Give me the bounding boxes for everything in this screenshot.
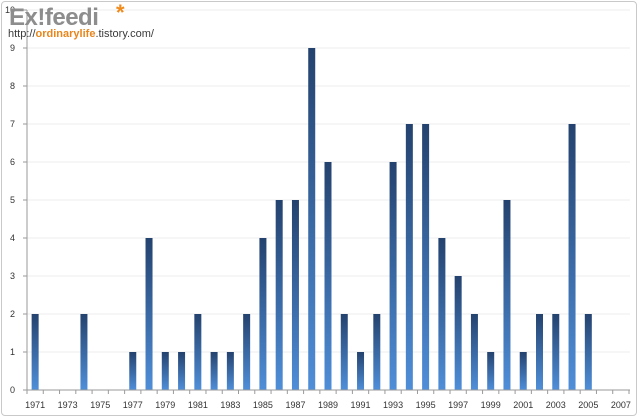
bar-1990 (340, 314, 348, 390)
bar-1982 (210, 352, 218, 390)
bar-2001 (519, 352, 527, 390)
bar-1995 (422, 124, 430, 390)
x-tick-label: 1977 (123, 400, 143, 410)
y-tick-label: 0 (10, 385, 15, 395)
bar-1997 (454, 276, 462, 390)
x-tick-label: 1979 (155, 400, 175, 410)
bar-2000 (503, 200, 511, 390)
bar-1980 (178, 352, 186, 390)
logo-star-icon: * (116, 0, 125, 25)
y-tick-label: 2 (10, 309, 15, 319)
y-tick-labels: 0 1 2 3 4 5 6 7 8 9 10 (5, 5, 15, 395)
x-tick-label: 1995 (416, 400, 436, 410)
bar-2002 (536, 314, 544, 390)
bar-1987 (291, 200, 299, 390)
grid-lines (27, 9, 630, 353)
x-tick-label: 1981 (188, 400, 208, 410)
y-tick-label: 6 (10, 157, 15, 167)
url-highlight: ordinarylife (35, 28, 96, 40)
x-tick-label: 1993 (383, 400, 403, 410)
bar-1978 (145, 238, 153, 390)
y-tick-label: 3 (10, 271, 15, 281)
y-tick-label: 8 (10, 81, 15, 91)
bar-1996 (438, 238, 446, 390)
y-tick-label: 1 (10, 347, 15, 357)
bar-1998 (470, 314, 478, 390)
x-tick-label: 1989 (318, 400, 338, 410)
x-tick-label: 2001 (513, 400, 533, 410)
y-tick-label: 9 (10, 43, 15, 53)
y-tick-label: 5 (10, 195, 15, 205)
x-tick-label: 1971 (25, 400, 45, 410)
x-tick-label: 1991 (351, 400, 371, 410)
y-tick-label: 4 (10, 233, 15, 243)
bar-1993 (389, 162, 397, 390)
bar-1984 (243, 314, 251, 390)
bar-1989 (324, 162, 332, 390)
x-tick-label: 1975 (90, 400, 110, 410)
y-tick-label: 7 (10, 119, 15, 129)
bars (31, 48, 592, 390)
x-tick-label: 2005 (578, 400, 598, 410)
url-suffix: .tistory.com/ (95, 28, 154, 40)
bar-1994 (405, 124, 413, 390)
x-tick-label: 1997 (448, 400, 468, 410)
exfeedi-logo: Ex!feedi (9, 4, 99, 31)
bar-1986 (275, 200, 283, 390)
x-tick-label: 1973 (58, 400, 78, 410)
axes (23, 9, 630, 394)
x-tick-label: 1985 (253, 400, 273, 410)
bar-1974 (80, 314, 88, 390)
bar-2005 (584, 314, 592, 390)
bar-1999 (487, 352, 495, 390)
bar-1971 (31, 314, 39, 390)
bar-1981 (194, 314, 202, 390)
x-tick-labels: 1971 1973 1975 1977 1979 1981 1983 1985 1987 1989… (25, 400, 631, 410)
bar-2003 (552, 314, 560, 390)
x-tick-label: 1987 (285, 400, 305, 410)
source-url[interactable]: http://ordinarylife.tistory.com/ (8, 28, 154, 40)
x-tick-label: 1983 (220, 400, 240, 410)
bar-1983 (226, 352, 234, 390)
x-tick-label: 2007 (611, 400, 631, 410)
x-tick-label: 2003 (546, 400, 566, 410)
bar-1991 (357, 352, 365, 390)
bar-1979 (161, 352, 169, 390)
bar-1985 (259, 238, 267, 390)
x-tick-label: 1999 (481, 400, 501, 410)
bar-2004 (568, 124, 576, 390)
y-tick-label: 10 (5, 5, 15, 15)
bar-1988 (308, 48, 316, 390)
bar-1992 (373, 314, 381, 390)
url-prefix: http:// (8, 28, 36, 40)
bar-1977 (129, 352, 137, 390)
